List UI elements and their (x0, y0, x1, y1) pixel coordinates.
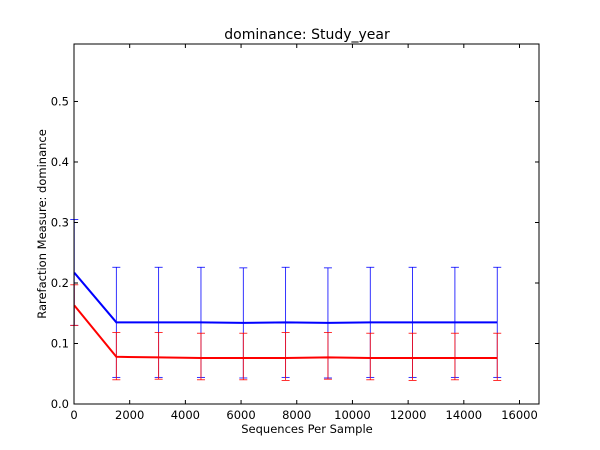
x-tick-label: 14000 (446, 408, 483, 422)
y-tick-label: 0.5 (51, 94, 69, 108)
x-axis-ticks: 0 2000 4000 6000 8000 10000 12000 14000 16000 (70, 44, 538, 422)
x-tick-label: 4000 (171, 408, 200, 422)
x-tick-label: 2000 (115, 408, 144, 422)
series-line (73, 304, 498, 360)
plot-frame (73, 43, 540, 405)
y-axis-label: Rarefaction Measure: dominance (35, 129, 49, 319)
x-tick-label: 12000 (390, 408, 427, 422)
y-tick-label: 0.1 (51, 336, 69, 350)
x-tick-label: 0 (70, 408, 77, 422)
y-tick-label: 0.2 (51, 276, 69, 290)
y-axis-ticks: 0.0 0.1 0.2 0.3 0.4 0.5 (51, 94, 539, 411)
x-tick-label: 16000 (501, 408, 538, 422)
series-2 (70, 284, 502, 381)
x-axis-label: Sequences Per Sample (241, 422, 372, 436)
series-line (73, 272, 498, 324)
y-tick-label: 0.0 (51, 397, 69, 411)
x-tick-label: 6000 (226, 408, 255, 422)
y-tick-label: 0.4 (51, 155, 69, 169)
x-tick-label: 8000 (282, 408, 311, 422)
x-tick-label: 10000 (334, 408, 371, 422)
chart-title: dominance: Study_year (224, 27, 390, 43)
y-tick-label: 0.3 (51, 215, 69, 229)
plot-area (70, 219, 502, 381)
